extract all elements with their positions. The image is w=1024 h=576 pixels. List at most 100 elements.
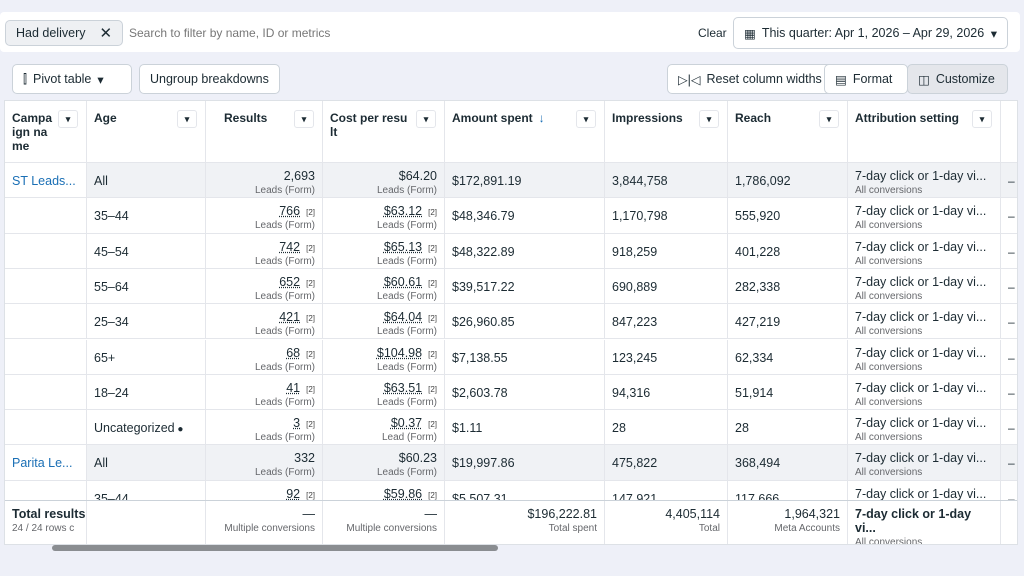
column-menu[interactable]: ▾ [294,110,314,128]
cost-sub: Leads (Form) [376,185,437,196]
cost-text[interactable]: $64.20 [398,169,437,183]
cost-text[interactable]: $60.23 [398,451,437,466]
age-value: All [94,174,198,188]
results-text[interactable]: 68 [286,345,301,360]
reset-button[interactable]: ▷|◁ Reset column widths [667,64,833,94]
impressions-text: 28 [612,421,626,436]
cost-text[interactable]: $64.04 [383,310,423,325]
header-cell[interactable]: Impressions ▾ [605,101,728,162]
cost-sub: Leads (Form) [376,255,437,267]
totals-rows: 24 / 24 rows c [12,523,75,534]
column-menu[interactable]: ▾ [576,110,596,128]
age-value: 25–34 [94,315,198,329]
header-cell[interactable]: Campaign name ▾ [5,101,87,162]
cost-text[interactable]: $59.86 [383,486,423,501]
clear-button[interactable]: Clear [698,26,727,40]
results-text[interactable]: 3 [293,416,301,431]
cost-text[interactable]: $104.98 [376,345,423,360]
overflow-cell: – [1001,375,1017,409]
impressions-text: 918,259 [612,244,658,259]
results-text[interactable]: 2,693 [283,169,315,183]
amount-text: $7,138.55 [452,350,508,365]
cost-text[interactable]: $60.61 [383,274,423,289]
reach-total-cell: 1,964,321 Meta Accounts [728,501,848,544]
impressions-cell: 847,223 [605,304,728,339]
age-text: Uncategorized [94,421,175,436]
results-text[interactable]: 421 [279,310,301,325]
search-input[interactable]: Search to filter by name, ID or metrics [129,26,331,40]
header-cell[interactable]: Age ▾ [87,101,206,162]
results-sub: Leads (Form) [254,185,315,196]
column-title: Reach [735,111,772,125]
results-text[interactable]: 652 [279,274,301,289]
reach-text: 555,920 [735,209,781,224]
reach-text: 401,228 [735,244,781,259]
cost-cell: $63.51 [2] Leads (Form) [323,374,445,410]
campaign-link[interactable]: Parita Le... [12,456,73,471]
column-menu[interactable]: ▾ [177,110,197,128]
format-button[interactable]: ▤ Format [824,64,908,94]
impressions-text: 690,889 [612,279,658,294]
reach-cell: 51,914 [728,374,848,410]
amount-cell: $19,997.86 [445,445,605,480]
note: [2] [428,208,437,218]
header-cell[interactable]: Amount spent ↓ ▾ [445,101,605,162]
ungroup-button[interactable]: Ungroup breakdowns [139,64,280,94]
results-text[interactable]: 742 [279,239,301,254]
results-total: — [302,507,316,521]
reach-cell: 401,228 [728,233,848,268]
results-sub: Leads (Form) [254,432,315,444]
campaign-link[interactable]: ST Leads... [12,174,76,188]
pivot-button[interactable]: ⫿ Pivot table ▾ [12,64,132,94]
header-cell[interactable]: Reach ▾ [728,101,848,162]
attribution-text: 7-day click or 1-day vi... [855,310,987,325]
results-sub: Leads (Form) [254,467,315,479]
header-cell[interactable]: Attribution setting ▾ [848,101,1001,162]
age-text: All [94,174,108,188]
header-cell[interactable]: Cost per result ▾ [323,101,445,162]
scrollbar[interactable] [52,545,498,551]
column-menu[interactable]: ▾ [819,110,839,128]
amount-text: $48,322.89 [452,244,515,259]
attribution-sub: All conversions [855,326,923,338]
column-menu[interactable]: ▾ [972,110,992,128]
results-text[interactable]: 92 [286,486,301,501]
age-cell: 25–34 [87,304,206,339]
column-menu[interactable]: ▾ [58,110,78,128]
age-cell: All [87,445,206,480]
column-menu[interactable]: ▾ [416,110,436,128]
attribution-value: 7-day click or 1-day vi... [855,310,993,324]
results-cell: 41 [2] Leads (Form) [206,374,323,410]
impressions-value: 28 [612,421,720,435]
note: [2] [428,420,437,430]
amount-cell: $48,322.89 [445,233,605,268]
filter-chip[interactable]: Had delivery ✕ [5,20,124,46]
results-text[interactable]: 766 [279,204,301,219]
cost-sub: Leads (Form) [376,361,437,373]
impressions-cell: 475,822 [605,445,728,480]
amount-value: $48,346.79 [452,209,597,223]
cost-text[interactable]: $63.12 [383,204,423,219]
results-text[interactable]: 41 [286,380,301,395]
amount-cell: $172,891.19 [445,163,605,198]
cost-total-cell: — Multiple conversions [323,501,445,544]
customize-button[interactable]: ◫ Customize [907,64,1008,94]
age-text: All [94,456,108,471]
column-menu[interactable]: ▾ [699,110,719,128]
column-title: Results [224,111,268,125]
age-text: 35–44 [94,209,129,224]
header-cell[interactable]: Results ▾ [206,101,323,162]
cost-text[interactable]: $0.37 [390,416,423,431]
overflow-cell: – [1001,269,1017,303]
age-value: All [94,456,198,470]
cost-text[interactable]: $65.13 [383,239,423,254]
impressions-value: 847,223 [612,315,720,329]
impressions-total-cell: 4,405,114 Total [605,501,728,544]
reach-text: 62,334 [735,350,774,365]
cost-value: $60.23 [330,451,437,465]
date-picker[interactable]: ▦ This quarter: Apr 1, 2026 – Apr 29, 202… [733,17,1008,49]
reach-cell: 282,338 [728,268,848,304]
cost-text[interactable]: $63.51 [383,380,423,395]
results-text[interactable]: 332 [294,451,315,466]
reach-cell: 1,786,092 [728,163,848,198]
